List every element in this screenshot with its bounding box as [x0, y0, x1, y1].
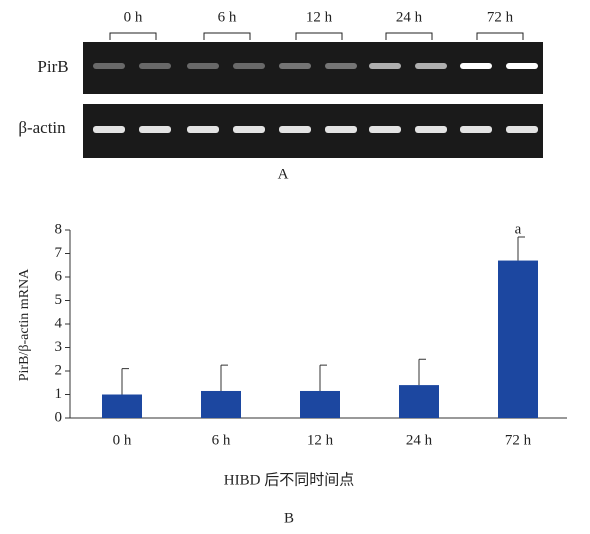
lane-label: 72 h: [487, 9, 514, 25]
lane-bracket: [385, 32, 433, 40]
band: [369, 63, 401, 69]
band: [93, 63, 125, 69]
band: [325, 126, 357, 133]
y-tick-label: 0: [55, 409, 63, 425]
x-tick-label: 72 h: [505, 432, 532, 448]
bar: [201, 390, 241, 418]
panel-label: B: [284, 510, 294, 526]
x-tick-label: 24 h: [406, 432, 433, 448]
lane-label: 12 h: [306, 9, 333, 25]
band: [369, 126, 401, 133]
y-tick-label: 3: [55, 339, 63, 355]
band: [187, 63, 219, 69]
x-tick-label: 12 h: [307, 432, 334, 448]
bar: [498, 260, 538, 418]
lane-label: 24 h: [396, 9, 423, 25]
bar: [102, 394, 142, 418]
band: [279, 63, 311, 69]
band: [93, 126, 125, 133]
band: [139, 126, 171, 133]
bar: [300, 390, 340, 418]
bar: [399, 385, 439, 418]
x-tick-label: 0 h: [113, 432, 132, 448]
row-label: β-actin: [18, 118, 66, 137]
y-tick-label: 7: [55, 245, 63, 261]
annotation: a: [515, 221, 522, 237]
band: [233, 126, 265, 133]
y-tick-label: 1: [55, 386, 63, 402]
y-tick-label: 8: [55, 221, 63, 237]
error-bar: [418, 358, 426, 386]
band: [415, 63, 447, 69]
band: [506, 126, 538, 133]
error-bar: [220, 364, 228, 391]
band: [460, 126, 492, 133]
band: [460, 63, 492, 69]
y-tick-label: 5: [55, 292, 63, 308]
panel-label: A: [278, 166, 289, 182]
x-tick-label: 6 h: [212, 432, 231, 448]
band: [415, 126, 447, 133]
band: [139, 63, 171, 69]
y-tick-label: 2: [55, 362, 63, 378]
error-bar: [319, 364, 327, 391]
row-label: PirB: [37, 57, 68, 76]
lane-label: 0 h: [124, 9, 143, 25]
y-axis-label: PirB/β-actin mRNA: [17, 268, 32, 381]
band: [506, 63, 538, 69]
lane-bracket: [203, 32, 251, 40]
lane-label: 6 h: [218, 9, 237, 25]
lane-bracket: [109, 32, 157, 40]
error-bar: [517, 236, 525, 261]
band: [187, 126, 219, 133]
error-bar: [121, 368, 129, 395]
x-axis-label: HIBD 后不同时间点: [224, 471, 354, 488]
lane-bracket: [476, 32, 524, 40]
band: [233, 63, 265, 69]
band: [325, 63, 357, 69]
y-tick-label: 6: [55, 268, 63, 284]
band: [279, 126, 311, 133]
y-tick-label: 4: [55, 315, 63, 331]
lane-bracket: [295, 32, 343, 40]
